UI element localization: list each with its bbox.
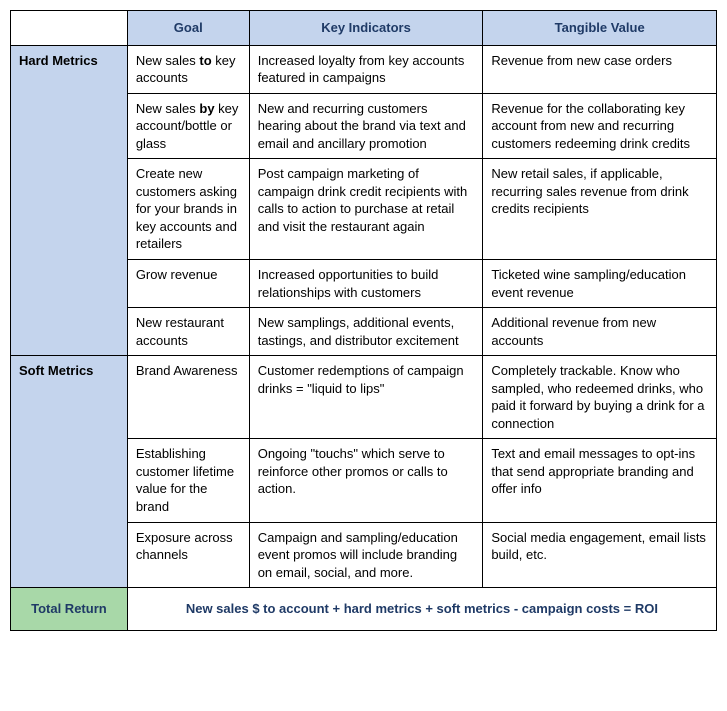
- key-cell: Ongoing "touchs" which serve to reinforc…: [249, 439, 483, 522]
- goal-cell: Establishing customer lifetime value for…: [127, 439, 249, 522]
- goal-bold: to: [199, 53, 211, 68]
- goal-pre: Grow revenue: [136, 267, 218, 282]
- goal-cell: Brand Awareness: [127, 356, 249, 439]
- table-row: Hard Metrics New sales to key accounts I…: [11, 45, 717, 93]
- key-cell: Increased opportunities to build relatio…: [249, 260, 483, 308]
- category-soft: Soft Metrics: [11, 356, 128, 588]
- val-cell: Text and email messages to opt-ins that …: [483, 439, 717, 522]
- goal-pre: New sales: [136, 53, 200, 68]
- header-val: Tangible Value: [483, 11, 717, 46]
- category-hard: Hard Metrics: [11, 45, 128, 356]
- goal-cell: New restaurant accounts: [127, 308, 249, 356]
- val-cell: Completely trackable. Know who sampled, …: [483, 356, 717, 439]
- total-formula: New sales $ to account + hard metrics + …: [127, 588, 716, 631]
- header-key: Key Indicators: [249, 11, 483, 46]
- key-cell: Increased loyalty from key accounts feat…: [249, 45, 483, 93]
- val-cell: New retail sales, if applicable, recurri…: [483, 159, 717, 260]
- goal-pre: Create new customers asking for your bra…: [136, 166, 237, 251]
- goal-cell: New sales by key account/bottle or glass: [127, 93, 249, 159]
- goal-cell: Grow revenue: [127, 260, 249, 308]
- header-row: Goal Key Indicators Tangible Value: [11, 11, 717, 46]
- goal-cell: Create new customers asking for your bra…: [127, 159, 249, 260]
- goal-cell: New sales to key accounts: [127, 45, 249, 93]
- val-cell: Ticketed wine sampling/education event r…: [483, 260, 717, 308]
- table-row: Soft Metrics Brand Awareness Customer re…: [11, 356, 717, 439]
- key-cell: Campaign and sampling/education event pr…: [249, 522, 483, 588]
- key-cell: Post campaign marketing of campaign drin…: [249, 159, 483, 260]
- key-cell: Customer redemptions of campaign drinks …: [249, 356, 483, 439]
- goal-pre: New sales: [136, 101, 200, 116]
- val-cell: Revenue from new case orders: [483, 45, 717, 93]
- header-blank-corner: [11, 11, 128, 46]
- header-goal: Goal: [127, 11, 249, 46]
- key-cell: New and recurring customers hearing abou…: [249, 93, 483, 159]
- val-cell: Revenue for the collaborating key accoun…: [483, 93, 717, 159]
- goal-cell: Exposure across channels: [127, 522, 249, 588]
- key-cell: New samplings, additional events, tastin…: [249, 308, 483, 356]
- goal-pre: Establishing customer lifetime value for…: [136, 446, 234, 514]
- goal-bold: by: [199, 101, 214, 116]
- goal-pre: New restaurant accounts: [136, 315, 224, 348]
- total-row: Total Return New sales $ to account + ha…: [11, 588, 717, 631]
- goal-pre: Exposure across channels: [136, 530, 233, 563]
- metrics-table: Goal Key Indicators Tangible Value Hard …: [10, 10, 717, 631]
- total-label: Total Return: [11, 588, 128, 631]
- goal-pre: Brand Awareness: [136, 363, 238, 378]
- val-cell: Additional revenue from new accounts: [483, 308, 717, 356]
- val-cell: Social media engagement, email lists bui…: [483, 522, 717, 588]
